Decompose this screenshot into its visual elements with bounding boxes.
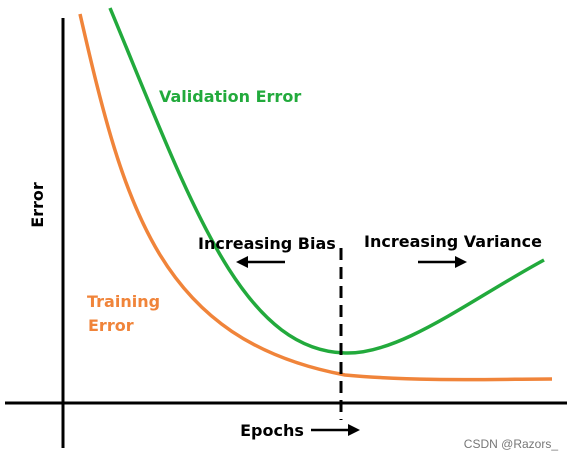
y-axis-label: Error [28, 182, 47, 228]
bias-arrow [236, 256, 285, 268]
training-error-label-line1: Training [87, 292, 160, 311]
variance-arrow [418, 256, 467, 268]
validation-error-curve [108, 7, 545, 355]
increasing-bias-label: Increasing Bias [198, 234, 336, 253]
watermark-text: CSDN @Razors_ [464, 437, 559, 451]
epochs-arrow [311, 424, 360, 436]
training-error-label-line2: Error [88, 316, 134, 335]
validation-error-label: Validation Error [159, 87, 301, 106]
increasing-variance-label: Increasing Variance [364, 232, 542, 251]
training-error-curve [78, 13, 553, 382]
x-axis-label: Epochs [240, 421, 304, 440]
